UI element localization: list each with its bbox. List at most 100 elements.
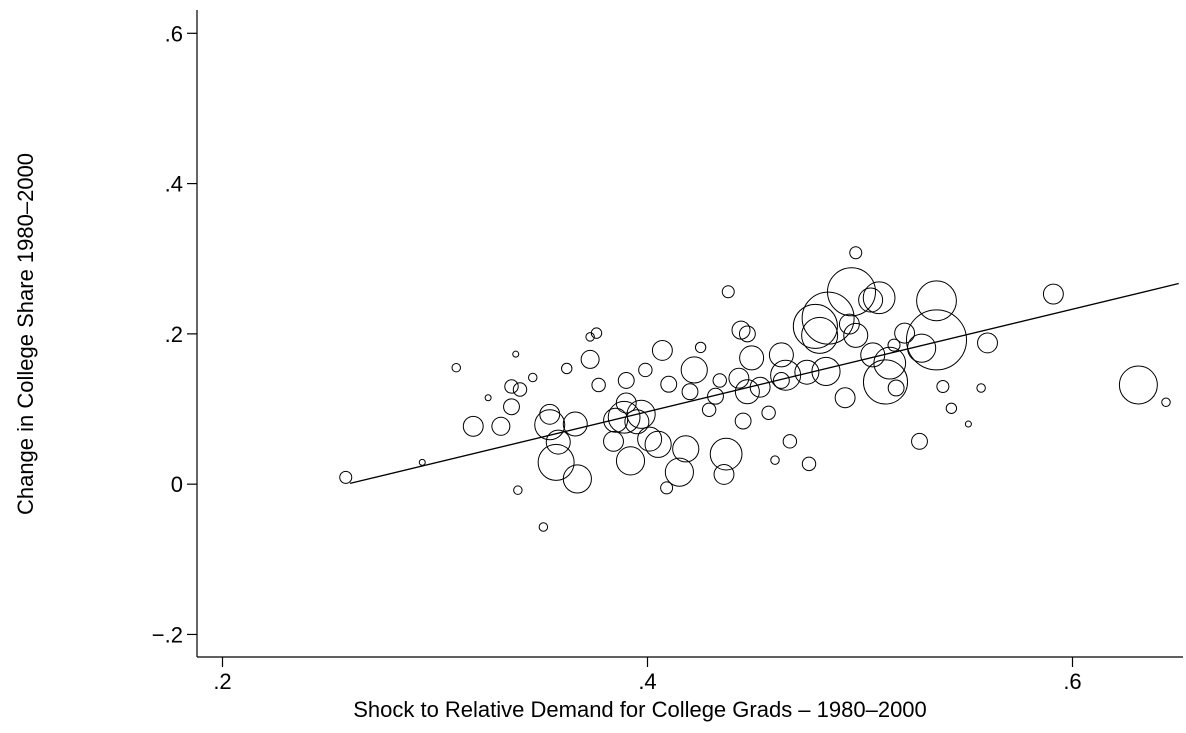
bubble xyxy=(591,377,606,393)
bubble xyxy=(862,359,909,405)
fit-line xyxy=(349,282,1179,485)
bubble xyxy=(537,443,575,481)
bubble xyxy=(794,359,820,385)
bubble xyxy=(451,362,461,373)
bubble xyxy=(562,464,592,494)
bubble xyxy=(712,373,727,388)
bubble xyxy=(887,379,905,397)
bubble xyxy=(768,342,794,368)
bubble xyxy=(694,341,707,354)
bubble xyxy=(484,394,492,402)
bubble xyxy=(838,313,860,335)
bubble xyxy=(534,409,566,441)
y-tick-label: −.2 xyxy=(152,622,183,647)
bubble xyxy=(849,246,863,260)
bubble xyxy=(513,485,523,495)
bubble xyxy=(858,287,884,313)
bubble xyxy=(734,412,752,430)
bubble xyxy=(911,432,928,450)
bubble xyxy=(538,522,549,532)
bubble xyxy=(936,379,950,393)
y-tick-label: 0 xyxy=(171,472,183,497)
bubble xyxy=(801,316,839,354)
bubble xyxy=(761,405,776,420)
bubble xyxy=(615,446,646,476)
bubble xyxy=(834,387,856,409)
bubble xyxy=(739,345,765,371)
bubble xyxy=(561,362,573,375)
bubble xyxy=(721,285,735,299)
bubble xyxy=(503,398,520,416)
bubble xyxy=(418,458,426,466)
x-axis-title: Shock to Relative Demand for College Gra… xyxy=(353,697,927,722)
bubble xyxy=(709,437,743,471)
bubble xyxy=(801,291,855,345)
bubble xyxy=(713,463,735,485)
bubble xyxy=(945,402,958,414)
bubble xyxy=(916,280,957,322)
bubble xyxy=(617,372,635,389)
bubble xyxy=(792,303,838,349)
x-tick-label: .6 xyxy=(1063,669,1081,694)
bubble xyxy=(462,415,484,437)
bubble xyxy=(580,349,600,369)
bubble xyxy=(660,375,678,393)
bubble xyxy=(681,383,699,401)
y-tick-label: .4 xyxy=(165,172,183,197)
bubble xyxy=(894,322,916,344)
bubble xyxy=(707,387,724,405)
bubble xyxy=(734,379,760,405)
bubble xyxy=(827,267,876,317)
bubble xyxy=(964,420,972,428)
bubble xyxy=(626,399,656,429)
bubble xyxy=(843,322,869,348)
bubble xyxy=(637,426,663,452)
bubble xyxy=(664,457,694,487)
bubble xyxy=(728,367,750,389)
bubble xyxy=(1118,365,1158,405)
bubble xyxy=(801,456,817,472)
bubble xyxy=(772,372,790,389)
bubble xyxy=(873,346,907,380)
bubble xyxy=(491,416,511,436)
x-tick-label: .4 xyxy=(638,669,656,694)
bubble xyxy=(782,434,798,449)
bubble xyxy=(749,376,771,398)
bubble xyxy=(738,325,756,343)
bubble xyxy=(1161,397,1171,408)
y-axis-title: Change in College Share 1980–2000 xyxy=(13,153,38,515)
bubble xyxy=(504,379,519,394)
bubble xyxy=(680,356,708,384)
x-tick-label: .2 xyxy=(213,669,231,694)
bubble xyxy=(562,411,588,437)
bubble xyxy=(906,309,967,371)
bubble xyxy=(770,455,780,465)
bubble xyxy=(528,372,538,383)
bubble xyxy=(545,429,571,455)
bubble xyxy=(731,320,751,340)
bubble xyxy=(512,382,528,397)
bubble xyxy=(585,332,595,342)
bubble xyxy=(512,350,520,358)
bubble xyxy=(1042,283,1064,305)
bubble xyxy=(603,430,624,452)
bubble xyxy=(339,470,353,484)
bubble xyxy=(887,338,901,352)
bubble xyxy=(651,339,673,361)
y-tick-label: .2 xyxy=(165,322,183,347)
bubble xyxy=(638,362,653,378)
bubble xyxy=(624,409,650,435)
bubble xyxy=(977,332,998,354)
bubble xyxy=(539,403,561,425)
bubble xyxy=(603,407,629,433)
bubble xyxy=(660,481,674,495)
bubble xyxy=(672,435,700,463)
y-tick-label: .6 xyxy=(165,21,183,46)
bubble xyxy=(701,402,717,417)
bubble xyxy=(607,400,641,434)
bubble xyxy=(976,383,986,393)
bubble xyxy=(644,430,672,458)
bubble xyxy=(862,281,896,315)
bubble xyxy=(615,392,637,414)
